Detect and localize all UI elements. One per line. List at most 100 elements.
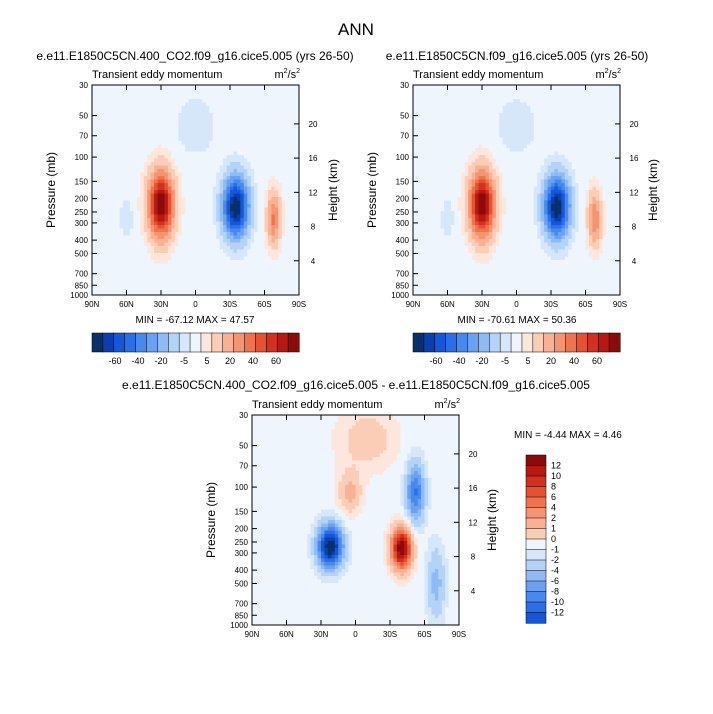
field-cell <box>233 190 238 194</box>
field-cell <box>233 155 238 159</box>
field-cell <box>288 267 293 271</box>
field-cell <box>285 127 290 131</box>
field-cell <box>167 144 172 149</box>
field-cell <box>161 239 165 243</box>
field-cell <box>157 267 162 271</box>
field-cell <box>513 102 517 107</box>
field-cell <box>530 137 535 142</box>
field-cell <box>181 106 186 110</box>
field-cell <box>167 165 172 170</box>
field-cell <box>240 242 245 247</box>
field-cell <box>537 88 542 93</box>
field-cell <box>226 99 231 103</box>
field-cell <box>95 190 100 194</box>
field-cell <box>285 172 290 177</box>
field-cell <box>147 281 152 285</box>
field-cell <box>285 235 290 240</box>
field-cell <box>112 176 117 180</box>
field-cell <box>236 214 241 219</box>
field-cell <box>243 204 248 208</box>
field-cell <box>126 281 131 285</box>
field-cell <box>292 127 296 131</box>
field-cell <box>123 134 127 138</box>
field-cell <box>230 211 234 215</box>
field-cell <box>236 176 241 180</box>
field-cell <box>261 176 265 180</box>
field-cell <box>150 134 155 138</box>
field-cell <box>223 88 227 93</box>
field-cell <box>292 123 296 128</box>
field-cell <box>157 165 162 170</box>
field-cell <box>513 109 517 114</box>
field-cell <box>568 134 573 138</box>
field-cell <box>181 113 186 117</box>
field-cell <box>609 113 614 117</box>
panel-1-units: m2/s2 <box>274 68 300 81</box>
field-cell <box>506 148 510 152</box>
field-cell <box>105 193 110 198</box>
field-cell <box>561 116 566 121</box>
field-cell <box>288 162 293 166</box>
field-cell <box>288 141 293 145</box>
field-cell <box>92 162 96 166</box>
field-cell <box>561 113 566 117</box>
field-cell <box>264 207 269 212</box>
field-cell <box>254 263 258 268</box>
field-cell <box>295 186 300 191</box>
field-cell <box>129 109 134 114</box>
field-cell <box>105 158 110 163</box>
field-cell <box>167 99 172 103</box>
field-cell <box>150 270 155 275</box>
panel-1: e.e11.E1850C5CN.400_CO2.f09_g16.cice5.00… <box>36 49 353 366</box>
field-cell <box>136 134 141 138</box>
field-cell <box>509 106 514 110</box>
field-cell <box>240 95 245 100</box>
field-cell <box>502 102 507 107</box>
field-cell <box>292 218 296 222</box>
field-cell <box>181 284 186 289</box>
field-cell <box>230 235 234 240</box>
field-cell <box>236 211 241 215</box>
field-cell <box>185 277 189 282</box>
field-cell <box>102 281 107 285</box>
field-cell <box>295 183 300 187</box>
field-cell <box>471 92 476 96</box>
field-cell <box>209 144 214 149</box>
field-cell <box>271 291 276 296</box>
field-cell <box>261 267 265 271</box>
field-cell <box>240 179 245 184</box>
field-cell <box>492 151 497 156</box>
field-cell <box>92 186 96 191</box>
panel-1-left-string: Transient eddy momentum <box>92 69 222 81</box>
field-cell <box>230 137 234 142</box>
field-cell <box>495 144 500 149</box>
field-cell <box>178 130 183 135</box>
field-cell <box>202 218 207 222</box>
field-cell <box>271 207 276 212</box>
field-cell <box>174 204 179 208</box>
field-cell <box>143 249 148 254</box>
field-cell <box>219 172 224 177</box>
field-cell <box>243 270 248 275</box>
field-cell <box>495 88 500 93</box>
field-cell <box>195 232 200 236</box>
field-cell <box>250 291 255 296</box>
field-cell <box>119 221 124 226</box>
field-cell <box>271 158 276 163</box>
field-cell <box>123 102 127 107</box>
field-cell <box>192 200 196 205</box>
field-cell <box>109 155 114 159</box>
field-cell <box>526 134 531 138</box>
field-cell <box>109 267 114 271</box>
field-cell <box>492 127 497 131</box>
field-cell <box>116 123 120 128</box>
field-cell <box>216 207 221 212</box>
field-cell <box>226 141 231 145</box>
field-cell <box>571 148 576 152</box>
field-cell <box>267 88 272 93</box>
field-cell <box>233 288 238 292</box>
field-cell <box>181 120 186 124</box>
field-cell <box>264 190 269 194</box>
field-cell <box>205 127 210 131</box>
field-cell <box>133 211 138 215</box>
